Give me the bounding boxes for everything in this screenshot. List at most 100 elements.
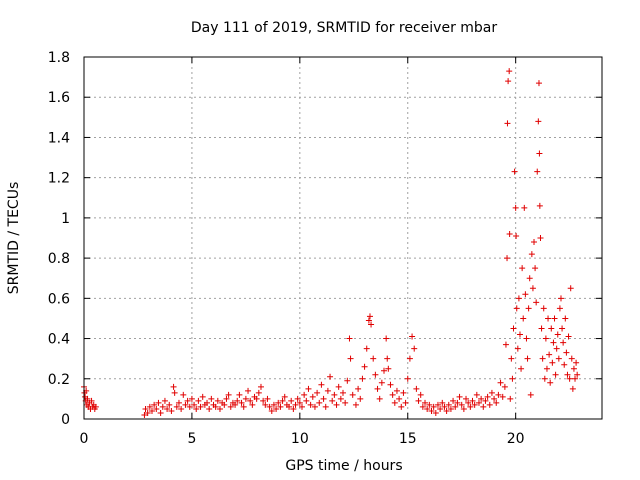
data-point — [186, 403, 193, 410]
data-point — [441, 403, 448, 410]
data-point — [482, 397, 489, 404]
data-point — [236, 391, 243, 398]
data-point — [450, 397, 457, 404]
data-point — [522, 291, 529, 298]
data-point — [374, 385, 381, 392]
data-point — [188, 395, 195, 402]
data-point — [510, 325, 517, 332]
data-point — [208, 395, 215, 402]
data-point — [249, 401, 256, 408]
data-point — [159, 403, 166, 410]
data-point — [268, 407, 275, 414]
data-point — [523, 335, 530, 342]
data-point — [141, 411, 148, 418]
data-point — [528, 251, 535, 258]
data-point — [178, 405, 185, 412]
data-point — [534, 168, 541, 175]
y-tick-label: 0.8 — [48, 251, 70, 267]
data-point — [554, 331, 561, 338]
data-point — [279, 397, 286, 404]
data-point — [574, 371, 581, 378]
data-point — [422, 399, 429, 406]
data-point — [168, 407, 175, 414]
data-point — [536, 202, 543, 209]
data-point — [532, 265, 539, 272]
data-point — [264, 395, 271, 402]
data-point — [539, 355, 546, 362]
data-point — [516, 331, 523, 338]
data-point — [286, 403, 293, 410]
data-point — [549, 359, 556, 366]
data-point — [545, 315, 552, 322]
data-point — [173, 403, 180, 410]
data-point — [305, 385, 312, 392]
data-point — [463, 395, 470, 402]
data-point — [253, 395, 260, 402]
data-point — [393, 387, 400, 394]
data-point — [384, 355, 391, 362]
data-point — [324, 387, 331, 394]
data-point — [424, 405, 431, 412]
y-tick-label: 0 — [61, 412, 70, 428]
data-point — [234, 397, 241, 404]
grid — [84, 57, 602, 419]
data-point — [406, 355, 413, 362]
x-tick-label: 0 — [80, 431, 89, 447]
data-point — [396, 395, 403, 402]
data-point — [197, 403, 204, 410]
data-point — [526, 275, 533, 282]
data-point — [404, 375, 411, 382]
tick-labels: 0 5 10 15 20 0 0.2 0.4 0.6 0.8 1 1.2 1.4 1.6 1.8 — [48, 50, 525, 447]
data-point — [296, 399, 303, 406]
data-point — [566, 375, 573, 382]
data-point — [142, 405, 149, 412]
data-point — [92, 403, 99, 410]
data-point — [570, 365, 577, 372]
data-point — [366, 313, 373, 320]
data-point — [335, 383, 342, 390]
y-axis-label: SRMTID / TECUs — [6, 182, 22, 295]
data-point — [193, 405, 200, 412]
data-point — [480, 403, 487, 410]
data-point — [320, 395, 327, 402]
y-tick-label: 1.2 — [48, 171, 70, 187]
data-point — [290, 405, 297, 412]
data-point — [148, 407, 155, 414]
data-point — [340, 389, 346, 396]
data-point — [506, 230, 513, 237]
data-point — [473, 391, 480, 398]
data-point — [273, 405, 280, 412]
data-point — [493, 399, 500, 406]
data-point — [389, 391, 396, 398]
data-point — [355, 385, 362, 392]
data-point — [504, 255, 511, 262]
y-tick-label: 0.4 — [48, 332, 70, 348]
data-point — [519, 265, 526, 272]
data-point — [535, 118, 542, 125]
data-point — [270, 401, 277, 408]
data-point — [553, 345, 560, 352]
data-point — [478, 395, 485, 402]
data-point — [452, 403, 459, 410]
axis-ticks — [83, 56, 602, 420]
data-point — [540, 305, 547, 312]
data-point — [565, 333, 572, 340]
data-point — [460, 405, 467, 412]
data-point — [509, 375, 516, 382]
data-point — [561, 361, 568, 368]
data-point — [537, 235, 544, 241]
y-tick-label: 0.6 — [48, 291, 70, 307]
data-point — [439, 399, 446, 406]
y-tick-label: 1 — [61, 211, 70, 227]
data-point — [557, 295, 564, 302]
data-point — [309, 393, 316, 400]
data-point — [564, 371, 571, 378]
data-point — [381, 367, 388, 374]
data-point — [182, 401, 189, 408]
data-point — [387, 381, 394, 388]
data-point — [352, 401, 359, 408]
data-point — [166, 401, 173, 408]
data-point — [370, 355, 377, 362]
data-point — [413, 385, 420, 392]
data-point — [518, 365, 525, 372]
